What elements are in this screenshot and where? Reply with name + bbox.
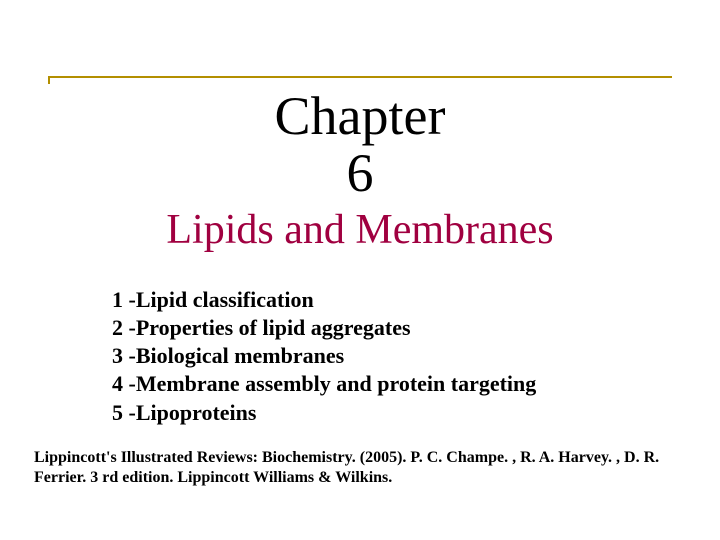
chapter-label: Chapter xyxy=(0,88,720,145)
horizontal-rule xyxy=(48,76,672,78)
chapter-subtitle: Lipids and Membranes xyxy=(0,207,720,253)
rule-accent xyxy=(48,76,80,84)
topic-item: 5 -Lipoproteins xyxy=(112,399,632,427)
topic-item: 1 -Lipid classification xyxy=(112,286,632,314)
topic-item: 2 -Properties of lipid aggregates xyxy=(112,314,632,342)
topic-item: 3 -Biological membranes xyxy=(112,342,632,370)
topic-list: 1 -Lipid classification 2 -Properties of… xyxy=(112,286,632,427)
chapter-number: 6 xyxy=(0,145,720,202)
title-block: Chapter 6 Lipids and Membranes xyxy=(0,88,720,254)
topic-item: 4 -Membrane assembly and protein targeti… xyxy=(112,370,632,398)
reference-citation: Lippincott's Illustrated Reviews: Bioche… xyxy=(34,448,686,488)
